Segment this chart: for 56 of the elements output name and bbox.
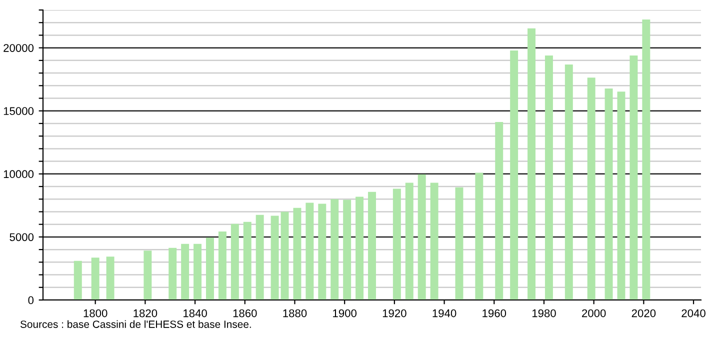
bar <box>430 182 438 300</box>
y-tick-label: 10000 <box>4 170 34 178</box>
x-tick-label: 1860 <box>233 309 257 318</box>
bar <box>356 196 364 300</box>
bar <box>106 256 114 300</box>
bar <box>630 56 638 300</box>
bar <box>528 28 536 300</box>
bar <box>604 88 613 300</box>
bar <box>330 199 339 300</box>
bar <box>368 192 376 300</box>
x-tick-label: 1880 <box>283 309 307 318</box>
bar <box>243 222 252 300</box>
bar <box>642 19 650 300</box>
x-tick-label: 1840 <box>184 309 207 318</box>
x-tick-label: 2040 <box>682 309 706 318</box>
bar <box>194 244 202 300</box>
bar <box>270 216 279 300</box>
y-tick-label: 15000 <box>4 107 34 116</box>
bar <box>293 208 302 300</box>
bar <box>91 258 100 300</box>
bar <box>74 260 82 300</box>
bar <box>306 202 314 300</box>
x-tick-label: 1800 <box>84 309 108 318</box>
bar <box>564 64 573 300</box>
bar <box>218 232 226 300</box>
bar <box>256 214 264 300</box>
y-tick-label: 5000 <box>10 233 34 242</box>
x-tick-label: 1820 <box>134 309 158 318</box>
bar <box>343 200 352 300</box>
bar <box>280 212 289 300</box>
x-tick-label: 1960 <box>482 309 506 318</box>
bar <box>206 238 214 300</box>
x-tick-label: 2000 <box>582 309 606 318</box>
x-tick-label: 2020 <box>632 309 656 318</box>
x-tick-label: 1980 <box>532 309 556 318</box>
bar <box>168 248 177 300</box>
bar <box>405 182 414 300</box>
bar <box>475 172 484 300</box>
bar <box>495 122 504 300</box>
bar <box>230 224 239 300</box>
x-tick-label: 1920 <box>382 309 406 318</box>
y-tick-label: 0 <box>28 296 34 304</box>
bar <box>617 92 626 300</box>
bar <box>392 188 401 300</box>
bar <box>181 244 190 300</box>
bar <box>510 50 518 300</box>
bar <box>318 204 326 300</box>
bar <box>544 56 553 300</box>
y-tick-label: 20000 <box>4 44 34 52</box>
bar <box>587 78 596 300</box>
bar <box>144 250 152 300</box>
x-tick-label: 1900 <box>333 309 357 318</box>
bar <box>455 187 464 300</box>
bar <box>418 174 426 300</box>
x-tick-label: 1940 <box>432 309 456 318</box>
source-note: Sources : base Cassini de l'EHESS et base Insee. <box>20 320 251 328</box>
